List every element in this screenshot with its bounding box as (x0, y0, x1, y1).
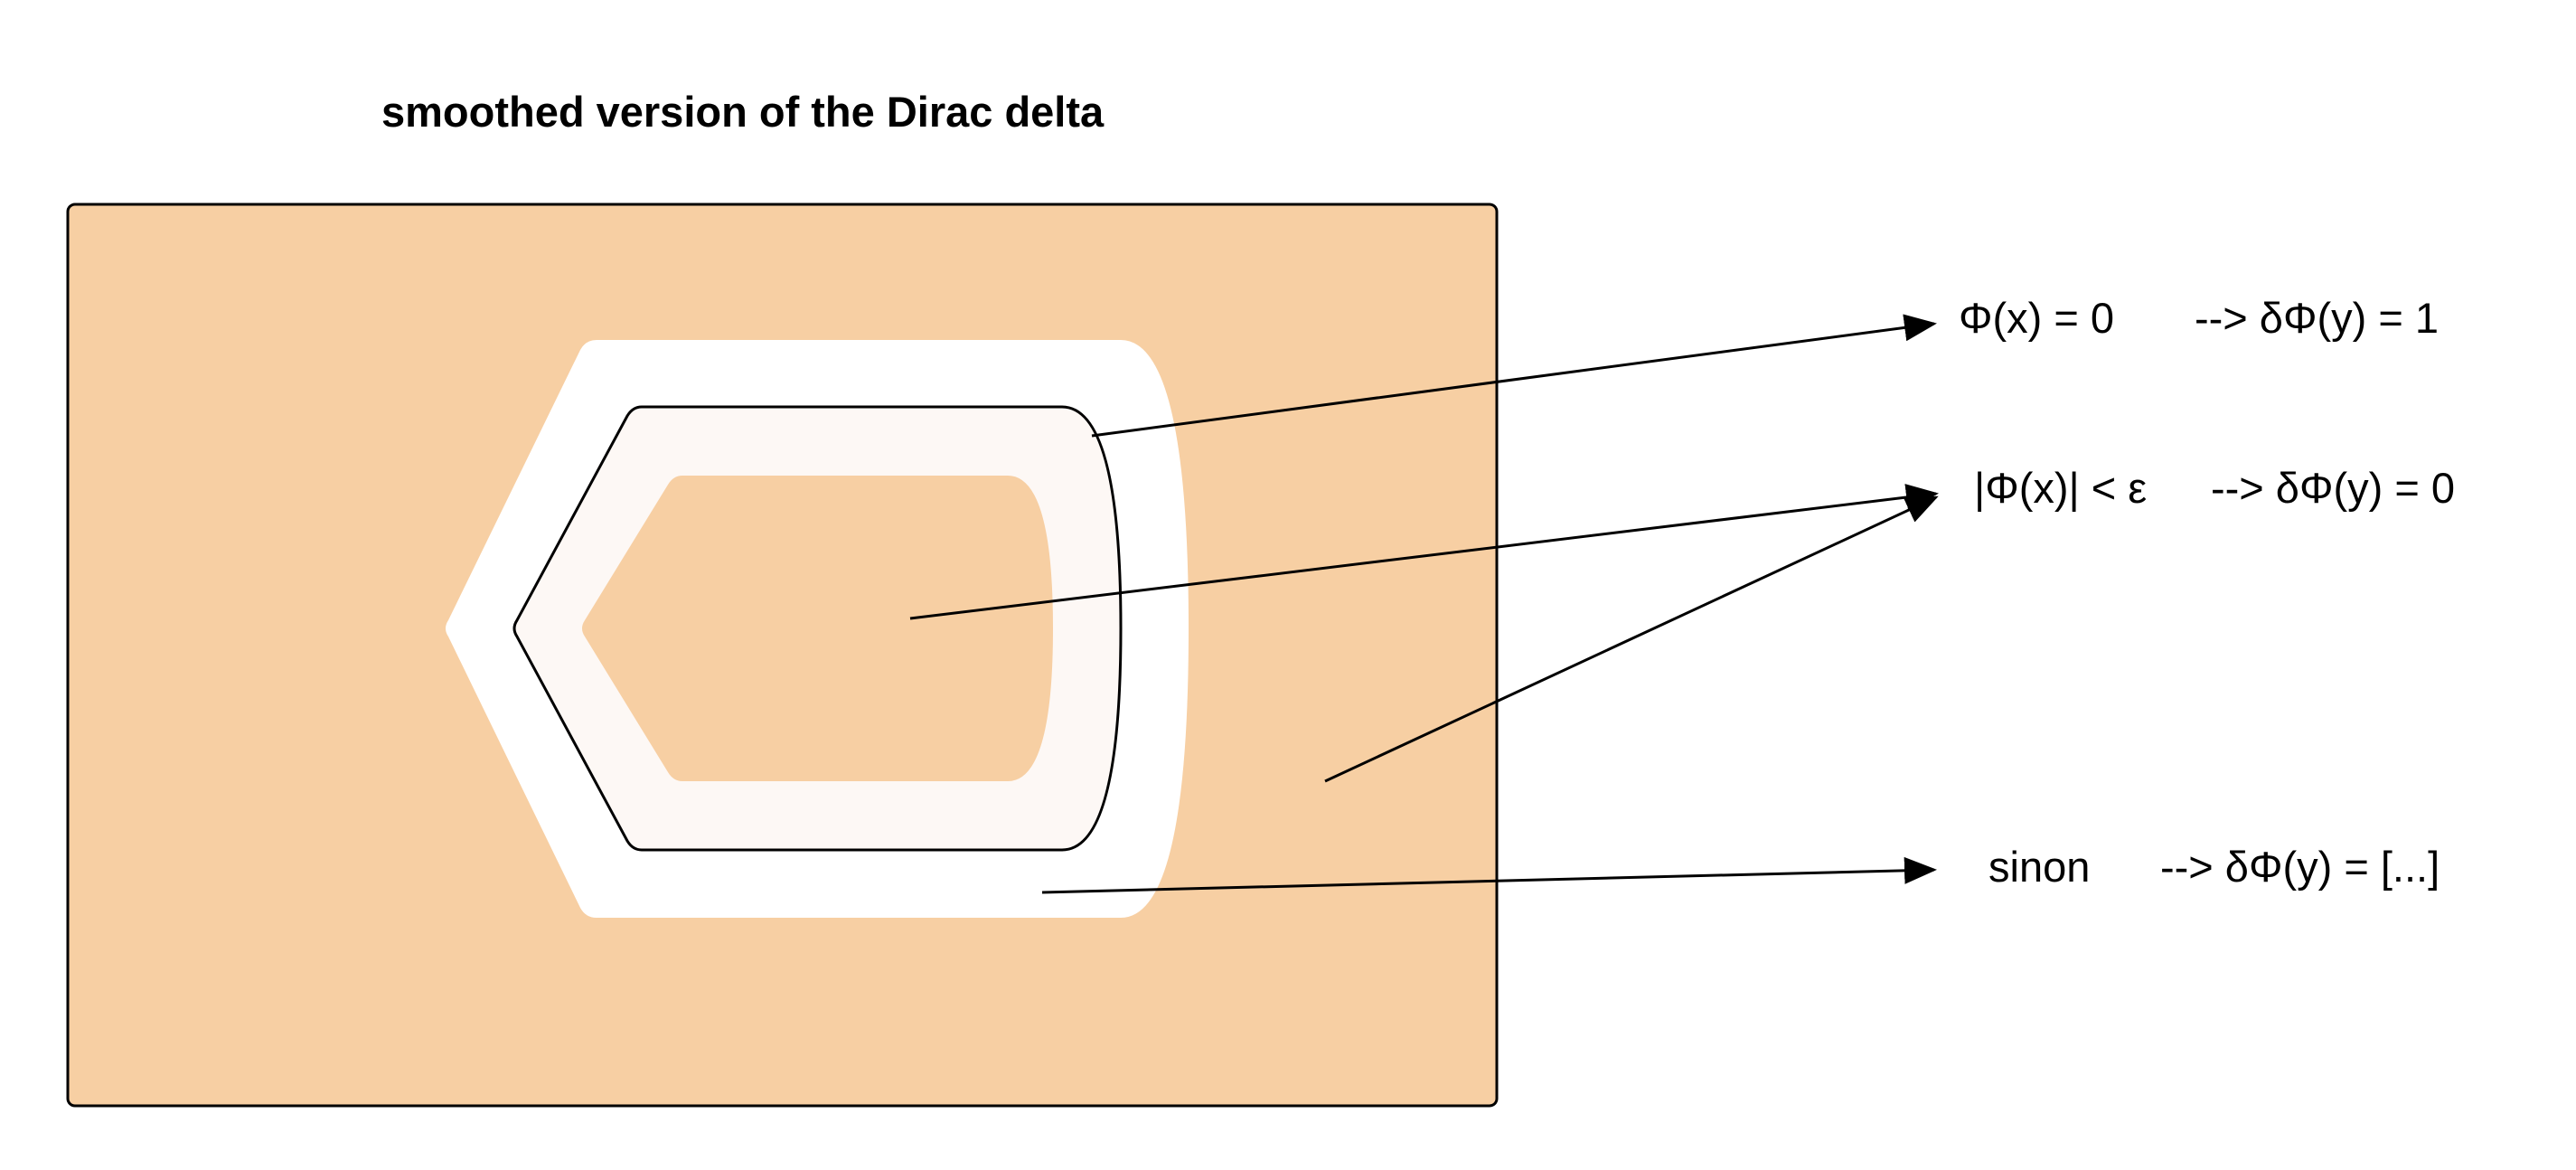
label-zero-result: --> δΦ(y) = 1 (2195, 294, 2439, 342)
label-else-condition: sinon (1988, 843, 2090, 891)
arrow-epsilon-inner (909, 484, 1939, 620)
label-eps-result: --> δΦ(y) = 0 (2211, 464, 2455, 512)
arrow-else (1041, 856, 1937, 894)
diagram-title: smoothed version of the Dirac delta (381, 88, 1105, 136)
inner-region (582, 476, 1053, 781)
label-else-result: --> δΦ(y) = [...] (2160, 843, 2440, 891)
arrow-epsilon-outer (1324, 495, 1939, 783)
arrow-zero-level (1091, 314, 1937, 438)
label-zero-condition: Φ(x) = 0 (1959, 294, 2114, 342)
label-eps-condition: |Φ(x)| < ε (1974, 464, 2147, 512)
